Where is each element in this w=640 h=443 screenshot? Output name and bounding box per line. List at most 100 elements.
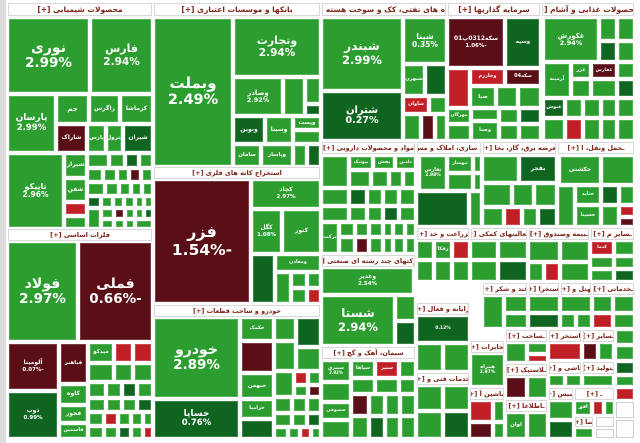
stock-tile-ونوین[interactable]: ونوین: [234, 117, 264, 143]
stock-tile-286[interactable]: [322, 421, 350, 438]
stock-tile-144[interactable]: [497, 87, 517, 107]
stock-tile-وغدیر[interactable]: وغدیر 2.54%: [322, 268, 413, 294]
stock-tile-غزر[interactable]: غزر: [572, 63, 590, 78]
stock-tile-267[interactable]: [614, 296, 634, 312]
stock-tile-151[interactable]: [520, 109, 540, 123]
stock-tile-22[interactable]: [130, 169, 140, 181]
stock-tile-241[interactable]: [435, 261, 451, 281]
stock-tile-300[interactable]: [506, 343, 526, 362]
stock-tile-تاپیکو[interactable]: تاپیکو 2.96%: [8, 154, 63, 228]
stock-tile-266[interactable]: [593, 296, 612, 312]
sector-header-22[interactable]: ـساخت [+]: [506, 330, 547, 342]
stock-tile-سامان[interactable]: سامان: [234, 145, 260, 166]
stock-tile-247[interactable]: [529, 241, 559, 261]
stock-tile-32[interactable]: [125, 197, 134, 207]
stock-tile-17[interactable]: [126, 154, 138, 167]
stock-tile-199[interactable]: [394, 223, 404, 236]
stock-tile-برکت[interactable]: برکت: [322, 223, 338, 253]
stock-tile-113[interactable]: [309, 372, 320, 384]
stock-tile-114[interactable]: [295, 386, 307, 396]
sector-header-14[interactable]: فلزات اساسی [+]: [8, 229, 152, 241]
sector-header-28[interactable]: ـتولید [+]: [583, 362, 614, 374]
stock-tile-آلومینا[interactable]: آلومینا -0.07%: [8, 343, 58, 390]
stock-tile-249[interactable]: [529, 263, 543, 281]
stock-tile-25[interactable]: [106, 183, 118, 195]
stock-tile-243[interactable]: [471, 241, 497, 259]
stock-tile-غنوش[interactable]: غنوش: [544, 99, 564, 117]
stock-tile-پارس[interactable]: پارس: [88, 125, 105, 152]
sector-header-32[interactable]: ـسیس [+]: [549, 388, 573, 400]
stock-tile-42[interactable]: [115, 220, 124, 228]
stock-tile-326[interactable]: [596, 417, 614, 427]
stock-tile-وصنا[interactable]: وصنا: [472, 122, 498, 140]
stock-tile-263[interactable]: [561, 296, 591, 312]
stock-tile-311[interactable]: [549, 401, 573, 419]
stock-tile-همراه[interactable]: همراه 2.97%: [471, 354, 504, 386]
stock-tile-فخوز[interactable]: فخوز: [60, 406, 87, 422]
stock-tile-35[interactable]: [88, 209, 100, 228]
stock-tile-37[interactable]: [115, 209, 124, 218]
stock-tile-281[interactable]: [352, 379, 374, 393]
stock-tile-236[interactable]: [396, 322, 415, 345]
stock-tile-112[interactable]: [295, 372, 307, 384]
stock-tile-204[interactable]: [384, 238, 392, 253]
stock-tile-فولاد[interactable]: فولاد 2.97%: [8, 242, 77, 341]
stock-tile-زفکا[interactable]: زفکا: [435, 241, 451, 259]
stock-tile-ومعادن[interactable]: ومعادن: [276, 255, 320, 271]
stock-tile-95[interactable]: [252, 255, 274, 303]
stock-tile-کگل[interactable]: کگل 1.08%: [252, 210, 281, 253]
stock-tile-43[interactable]: [126, 220, 134, 228]
stock-tile-173[interactable]: [584, 119, 600, 140]
stock-tile-51[interactable]: [115, 343, 132, 362]
stock-tile-44[interactable]: [136, 220, 152, 228]
stock-tile-60[interactable]: [107, 383, 121, 397]
stock-tile-137[interactable]: [436, 115, 446, 140]
stock-tile-309[interactable]: [566, 375, 581, 386]
sector-header-4[interactable]: ـمحصولات غذایی و آشام [+]: [542, 3, 634, 16]
stock-tile-خزامیا[interactable]: خزامیا: [241, 400, 273, 418]
stock-tile-316[interactable]: [593, 401, 603, 415]
stock-tile-13[interactable]: [65, 203, 86, 215]
stock-tile-302[interactable]: [528, 355, 547, 362]
sector-header-33[interactable]: ـ [+]: [575, 388, 614, 400]
stock-tile-191[interactable]: [368, 207, 382, 221]
sector-header-17[interactable]: ـاستخرا [+]: [529, 283, 559, 295]
stock-tile-245[interactable]: [471, 261, 497, 281]
stock-tile-259[interactable]: [505, 296, 527, 312]
stock-tile-21[interactable]: [118, 169, 128, 181]
stock-tile-52[interactable]: [134, 343, 152, 362]
sector-header-21[interactable]: خودرو و ساخت قطعات [+]: [154, 305, 320, 317]
stock-tile-خبهمن[interactable]: خبهمن: [241, 374, 273, 398]
stock-tile-غفارس[interactable]: غفارس: [592, 63, 616, 78]
stock-tile-148[interactable]: [472, 109, 498, 120]
stock-tile-100[interactable]: [292, 289, 306, 303]
stock-tile-293[interactable]: [386, 417, 399, 438]
stock-tile-288[interactable]: [370, 395, 384, 415]
stock-tile-105[interactable]: [275, 318, 295, 340]
stock-tile-123[interactable]: [308, 414, 320, 426]
stock-tile-53[interactable]: [89, 364, 113, 381]
stock-tile-264[interactable]: [561, 314, 575, 328]
stock-tile-205[interactable]: [394, 238, 404, 253]
stock-tile-64[interactable]: [107, 399, 121, 411]
stock-tile-283[interactable]: [400, 379, 415, 393]
stock-tile-284[interactable]: [322, 383, 350, 401]
stock-tile-310[interactable]: [583, 375, 613, 386]
stock-tile-فزر[interactable]: فزر -1.54%: [154, 180, 250, 303]
stock-tile-118[interactable]: [275, 398, 291, 412]
stock-tile-صبا[interactable]: صبا: [471, 87, 495, 107]
stock-tile-59[interactable]: [89, 383, 105, 397]
stock-tile-253[interactable]: [615, 241, 634, 255]
stock-tile-268[interactable]: [593, 314, 612, 328]
stock-tile-296[interactable]: [470, 401, 492, 421]
stock-tile-214[interactable]: [483, 156, 518, 182]
stock-tile-318[interactable]: [575, 428, 593, 438]
stock-tile-257[interactable]: [615, 270, 634, 281]
stock-tile-187[interactable]: [384, 189, 398, 205]
stock-tile-30[interactable]: [102, 197, 112, 207]
sector-header-2[interactable]: فرآورده های نفتی، کک و سوخت هسته ای [+]: [322, 3, 446, 16]
stock-tile-فباهنر[interactable]: فباهنر: [60, 343, 87, 383]
sector-header-29[interactable]: ـلاستیک [+]: [506, 364, 547, 376]
stock-tile-172[interactable]: [566, 119, 582, 140]
stock-tile-24[interactable]: [88, 183, 104, 195]
